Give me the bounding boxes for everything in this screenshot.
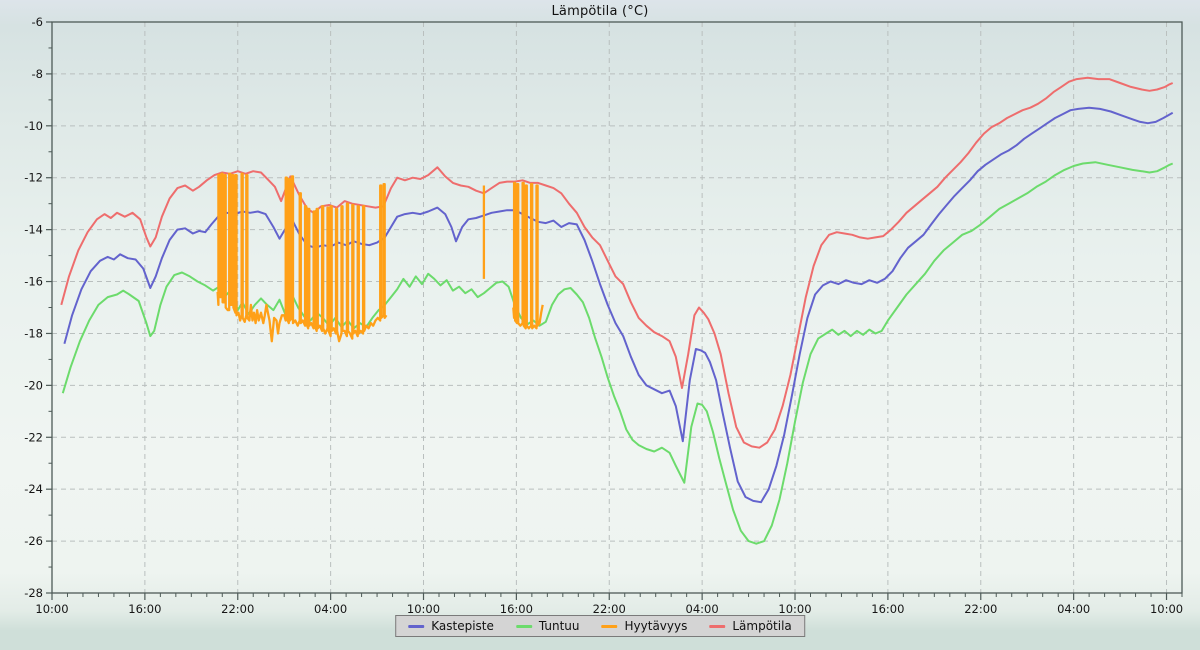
x-tick-label: 16:00: [500, 602, 533, 616]
x-tick-label: 10:00: [1150, 602, 1183, 616]
x-tick-label: 22:00: [964, 602, 997, 616]
x-tick-label: 04:00: [686, 602, 719, 616]
x-tick-label: 10:00: [35, 602, 68, 616]
x-tick-label: 22:00: [593, 602, 626, 616]
y-tick-label: -24: [24, 482, 43, 496]
legend-swatch-icon: [515, 624, 532, 628]
series-line-hyyt-vyys: [512, 181, 544, 330]
series-line-tuntuu: [61, 161, 1174, 545]
legend-item-hyyt-vyys: Hyytävyys: [601, 619, 688, 633]
series-line-l-mp-tila: [60, 76, 1174, 449]
y-tick-label: -14: [24, 223, 43, 237]
x-tick-label: 16:00: [128, 602, 161, 616]
y-tick-label: -22: [24, 430, 43, 444]
legend-item-tuntuu: Tuntuu: [515, 619, 580, 633]
y-tick-label: -28: [24, 586, 43, 600]
y-tick-label: -12: [24, 171, 43, 185]
x-tick-label: 04:00: [1057, 602, 1090, 616]
y-tick-label: -6: [32, 15, 43, 29]
series-hyyt-vyys: [216, 172, 544, 343]
legend-swatch-icon: [408, 624, 425, 628]
chart-title: Lämpötila (°C): [551, 4, 649, 19]
y-tick-label: -16: [24, 275, 43, 289]
legend-item-label: Lämpötila: [732, 619, 792, 633]
y-tick-label: -18: [24, 326, 43, 340]
y-tick-label: -8: [32, 67, 43, 81]
legend-swatch-icon: [601, 624, 618, 628]
legend-item-l-mp-tila: Lämpötila: [709, 619, 792, 633]
axes: 10:00 16:00 22:00 04:00 10:00 16:00 22:00 04:00…: [24, 15, 1183, 616]
legend-item-label: Tuntuu: [538, 619, 580, 633]
legend-item-label: Hyytävyys: [624, 619, 688, 633]
x-tick-label: 22:00: [221, 602, 254, 616]
legend-swatch-icon: [709, 624, 726, 628]
plot-frame: [51, 21, 1183, 594]
y-tick-label: -20: [24, 378, 43, 392]
x-tick-label: 04:00: [314, 602, 347, 616]
x-tick-label: 10:00: [778, 602, 811, 616]
y-tick-label: -26: [24, 534, 43, 548]
y-tick-label: -10: [24, 119, 43, 133]
legend-item-kastepiste: Kastepiste: [408, 619, 494, 633]
series-line-hyyt-vyys: [216, 172, 388, 343]
x-tick-label: 16:00: [871, 602, 904, 616]
legend: Kastepiste Tuntuu Hyytävyys Lämpötila: [395, 615, 805, 637]
legend-item-label: Kastepiste: [431, 619, 494, 633]
series-l-mp-tila: [60, 76, 1174, 449]
x-tick-label: 10:00: [407, 602, 440, 616]
chart-gridlines: [52, 22, 1182, 593]
series-tuntuu: [61, 161, 1174, 545]
